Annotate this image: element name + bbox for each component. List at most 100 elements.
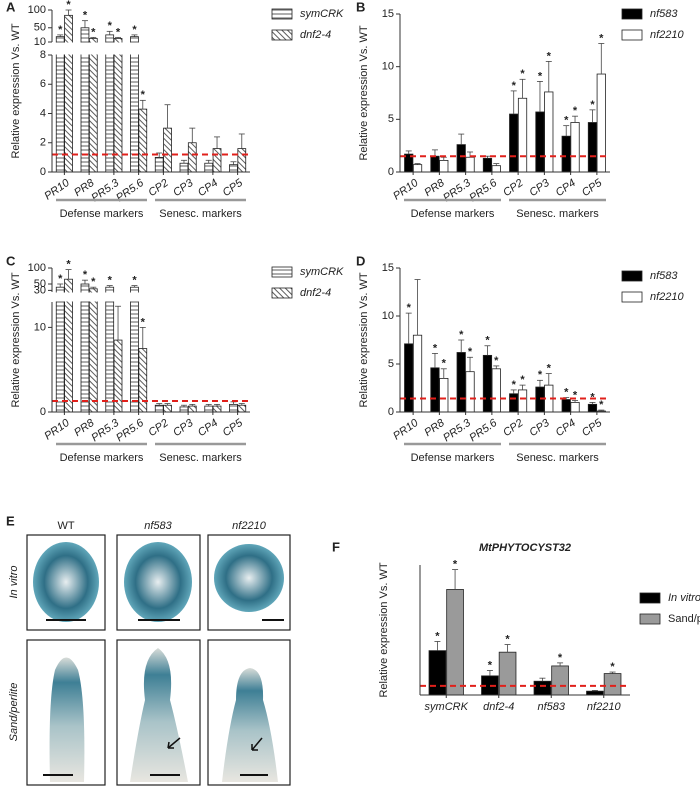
y-tick-label: 2 — [40, 137, 46, 149]
y-tick-label: 6 — [40, 78, 46, 90]
y-tick-label: 100 — [28, 262, 46, 274]
bar — [509, 113, 519, 173]
bar — [482, 354, 493, 413]
significance: * — [520, 374, 525, 386]
bar — [428, 650, 447, 696]
x-tick-label: CP5 — [580, 177, 605, 200]
x-tick-label: CP2 — [146, 177, 170, 199]
significance: * — [433, 342, 438, 354]
x-tick-label: CP2 — [501, 177, 525, 199]
significance: * — [573, 389, 578, 401]
significance: * — [58, 273, 63, 285]
significance: * — [468, 346, 473, 358]
bar — [586, 690, 604, 696]
panel-label: E — [6, 513, 15, 528]
significance: * — [590, 99, 595, 111]
bar — [204, 162, 214, 173]
legend-label: nf2210 — [650, 291, 685, 303]
significance: * — [558, 652, 563, 664]
significance: * — [91, 26, 96, 38]
panel-label: F — [332, 539, 340, 554]
bar — [446, 589, 464, 696]
x-tick-label: CP2 — [146, 417, 170, 439]
legend-swatch — [271, 8, 293, 20]
row-label: In vitro — [8, 565, 20, 598]
panel-label: B — [356, 0, 365, 14]
bar — [517, 97, 528, 173]
x-tick-label: CP4 — [554, 417, 578, 439]
bar — [456, 352, 466, 413]
bar — [603, 673, 622, 696]
panel-label: D — [356, 253, 365, 268]
significance: * — [435, 630, 440, 642]
bar — [179, 162, 189, 173]
significance: * — [83, 269, 88, 281]
x-tick-label: PR10 — [391, 417, 421, 443]
x-tick-label: CP2 — [501, 417, 525, 439]
x-tick-label: PR10 — [42, 417, 72, 443]
x-tick-label: CP3 — [171, 417, 196, 440]
significance: * — [141, 316, 146, 328]
column-label: nf2210 — [232, 520, 267, 532]
bar — [535, 111, 545, 173]
bar — [212, 405, 222, 413]
significance: * — [520, 68, 525, 80]
bar — [551, 665, 569, 696]
bar — [130, 36, 139, 173]
x-tick-label: PR10 — [391, 177, 421, 203]
bar — [498, 651, 517, 696]
legend-swatch — [639, 613, 661, 625]
legend-swatch — [271, 287, 293, 299]
y-axis-label: Relative expression Vs. WT — [358, 272, 370, 407]
y-tick-label: 5 — [388, 358, 394, 370]
image-panel: E WT nf583 nf2210 In vitro Sand/perlite — [6, 513, 291, 786]
legend-label: In vitro — [668, 592, 700, 604]
significance: * — [564, 387, 569, 399]
significance: * — [66, 0, 71, 11]
bar — [88, 288, 98, 413]
bar — [130, 286, 139, 413]
chart-title: MtPHYTOCYST32 — [479, 542, 571, 554]
bar — [412, 334, 423, 413]
legend-swatch — [621, 29, 643, 41]
significance: * — [116, 26, 121, 38]
bar — [55, 36, 65, 173]
bar — [587, 122, 598, 173]
bar — [561, 135, 571, 173]
y-tick-label: 10 — [34, 321, 46, 333]
bar — [430, 367, 440, 413]
x-tick-label: symCRK — [425, 701, 469, 713]
bar — [533, 680, 552, 696]
legend-swatch — [621, 291, 643, 303]
x-tick-label: CP4 — [196, 177, 220, 199]
x-tick-label: CP5 — [221, 177, 246, 200]
bar — [596, 73, 606, 173]
bar — [509, 393, 519, 413]
bar — [439, 377, 449, 413]
bar — [544, 91, 554, 173]
bar — [456, 144, 466, 173]
bar — [105, 34, 115, 173]
significance: * — [459, 329, 464, 341]
y-axis-label: Relative expression Vs. WT — [378, 562, 390, 697]
axis-break — [48, 42, 252, 55]
y-axis-label: Relative expression Vs. WT — [358, 25, 370, 160]
group-label: Senesc. markers — [159, 452, 242, 464]
significance: * — [590, 391, 595, 403]
bar — [465, 156, 475, 173]
bar — [154, 156, 164, 173]
legend-swatch — [271, 29, 293, 41]
significance: * — [512, 80, 517, 92]
bar — [204, 405, 214, 413]
significance: * — [141, 89, 146, 101]
bar — [179, 406, 189, 413]
x-tick-label: CP5 — [221, 417, 246, 440]
group-label: Defense markers — [411, 452, 495, 464]
group-label: Defense markers — [60, 208, 144, 220]
x-tick-label: CP3 — [171, 177, 196, 200]
significance: * — [573, 105, 578, 117]
